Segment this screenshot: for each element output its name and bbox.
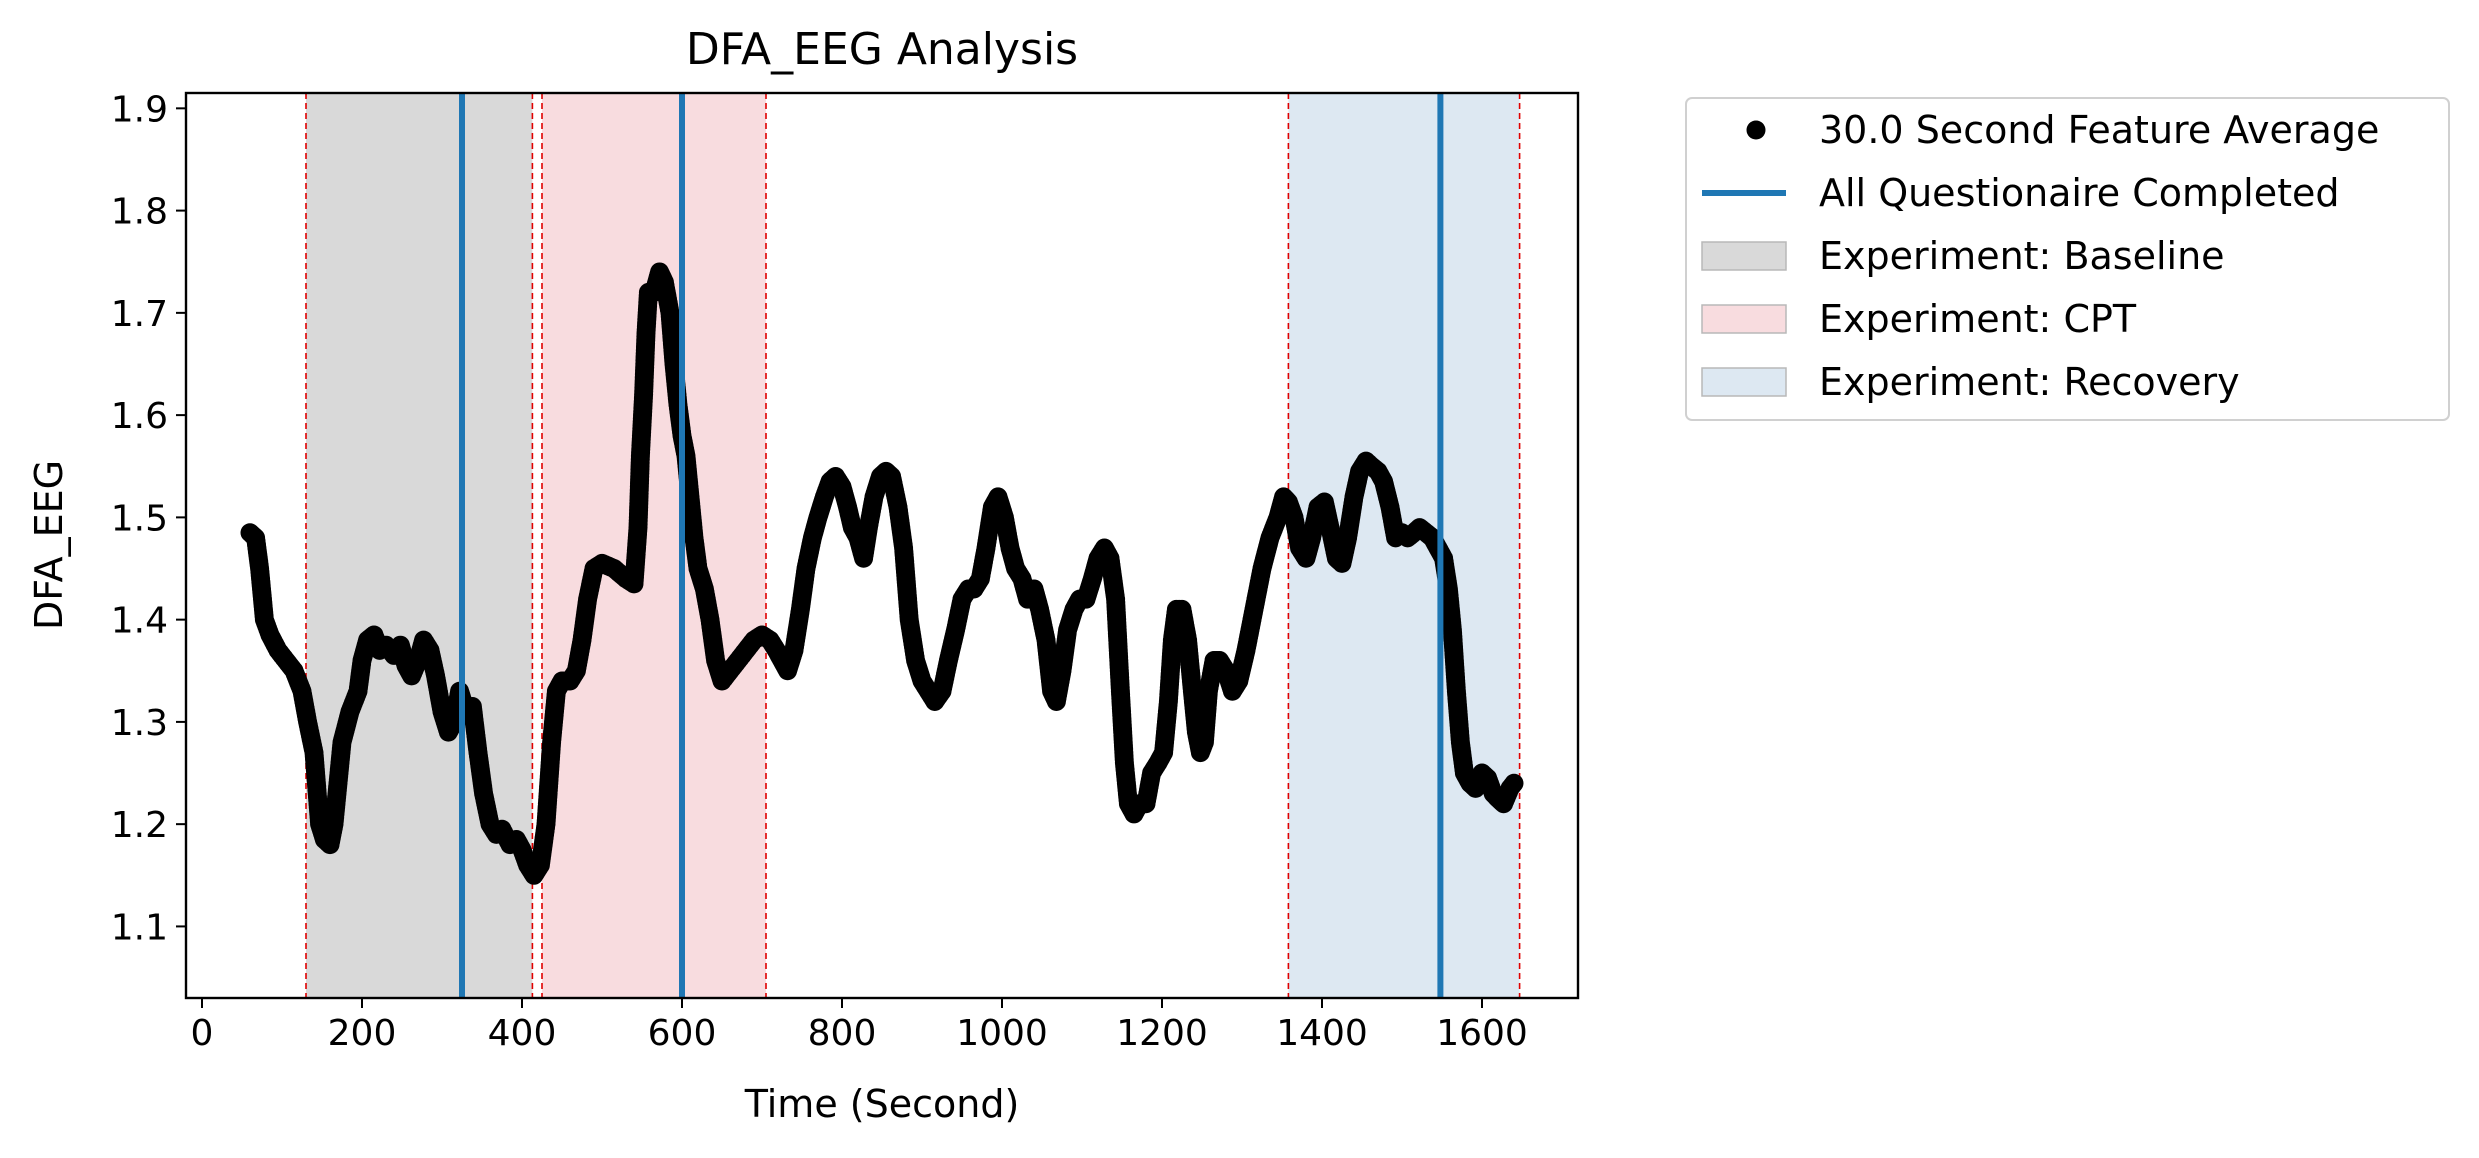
chart-title: DFA_EEG Analysis [686, 24, 1078, 75]
legend-patch-icon [1701, 241, 1787, 271]
legend-label-3: Experiment: CPT [1819, 297, 2137, 341]
y-tick-label: 1.3 [111, 703, 168, 744]
legend-label-4: Experiment: Recovery [1819, 360, 2240, 404]
x-tick-label: 1400 [1276, 1013, 1368, 1054]
legend-box [1685, 97, 2450, 421]
y-tick-label: 1.9 [111, 89, 168, 130]
data-point-fill [1502, 776, 1522, 796]
x-tick-label: 1600 [1436, 1013, 1528, 1054]
x-axis-label: Time (Second) [744, 1082, 1020, 1126]
span-1 [542, 93, 766, 998]
x-tick-label: 200 [328, 1013, 397, 1054]
legend-marker-icon [1746, 120, 1766, 140]
y-tick-label: 1.7 [111, 294, 168, 335]
legend-patch-icon [1701, 367, 1787, 397]
plot-area: 0 200 400 600 800 1000 1200 1400 1600 1.1 1.2 1.3 1.… [111, 89, 1580, 1054]
x-tick-label: 1000 [956, 1013, 1048, 1054]
x-tick-label: 600 [648, 1013, 717, 1054]
x-tick-label: 1200 [1116, 1013, 1208, 1054]
x-tick-label: 800 [808, 1013, 877, 1054]
legend-patch-icon [1701, 304, 1787, 334]
y-tick-label: 1.2 [111, 805, 168, 846]
legend: 30.0 Second Feature Average All Questiona… [1685, 97, 2450, 421]
y-tick-label: 1.8 [111, 192, 168, 233]
legend-label-2: Experiment: Baseline [1819, 234, 2225, 278]
y-tick-label: 1.6 [111, 396, 168, 437]
plot-frame [184, 91, 1580, 1000]
y-axis-label: DFA_EEG [27, 460, 71, 630]
y-tick-label: 1.5 [111, 498, 168, 539]
y-tick-label: 1.4 [111, 601, 168, 642]
x-tick-label: 400 [488, 1013, 557, 1054]
legend-label-1: All Questionaire Completed [1819, 171, 2340, 215]
y-tick-label: 1.1 [111, 907, 168, 948]
x-tick-label: 0 [191, 1013, 214, 1054]
legend-label-0: 30.0 Second Feature Average [1819, 108, 2379, 152]
span-0 [306, 93, 533, 998]
